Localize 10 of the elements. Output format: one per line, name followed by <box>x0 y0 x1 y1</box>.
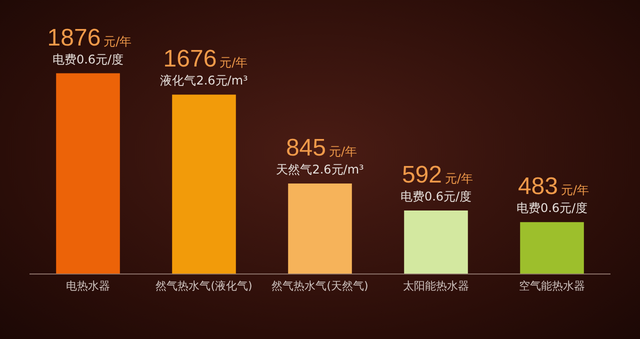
annotation: 电费0.6元/度 <box>516 201 588 216</box>
x-tick-label: 然气热水气(液化气) <box>156 279 252 292</box>
x-tick-label: 然气热水气(天然气) <box>272 279 368 292</box>
annotation: 天然气2.6元/m³ <box>276 162 364 176</box>
x-tick-label: 太阳能热水器 <box>403 279 469 292</box>
annotation: 电费0.6元/度 <box>400 190 472 204</box>
x-tick-label: 空气能热水器 <box>519 279 585 292</box>
x-tick-label: 电热水器 <box>66 279 110 292</box>
annotation: 液化气2.6元/m³ <box>160 74 248 88</box>
annotation: 电费0.6元/度 <box>52 52 124 66</box>
